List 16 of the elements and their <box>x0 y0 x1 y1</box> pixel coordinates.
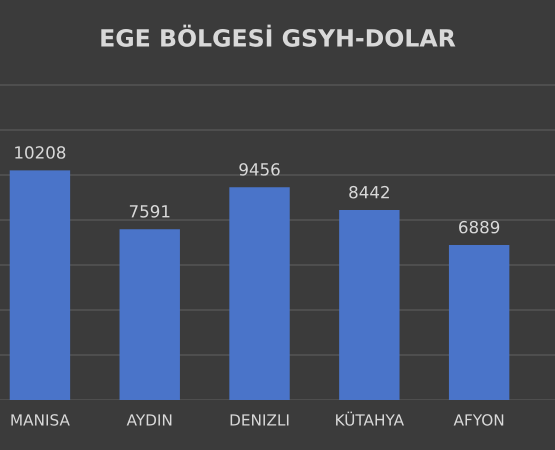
data-label: 7591 <box>130 205 170 218</box>
x-tick-label: MANISA <box>11 414 70 426</box>
x-tick-label: AFYON <box>454 414 504 426</box>
bar <box>229 187 290 400</box>
bar <box>120 229 180 400</box>
data-label: 9456 <box>239 163 280 176</box>
data-label: 6889 <box>459 220 500 234</box>
x-tick-label: DENIZLI <box>230 414 288 426</box>
chart-title: EGE BÖLGESİ GSYH-DOLAR <box>101 24 456 47</box>
data-label: 10208 <box>15 146 66 159</box>
bar <box>448 244 510 400</box>
bar <box>339 210 400 400</box>
x-tick-label: KÜTAHYA <box>336 412 404 426</box>
x-tick-label: AYDIN <box>126 414 172 426</box>
bar <box>10 170 70 400</box>
data-label: 8442 <box>349 186 389 198</box>
